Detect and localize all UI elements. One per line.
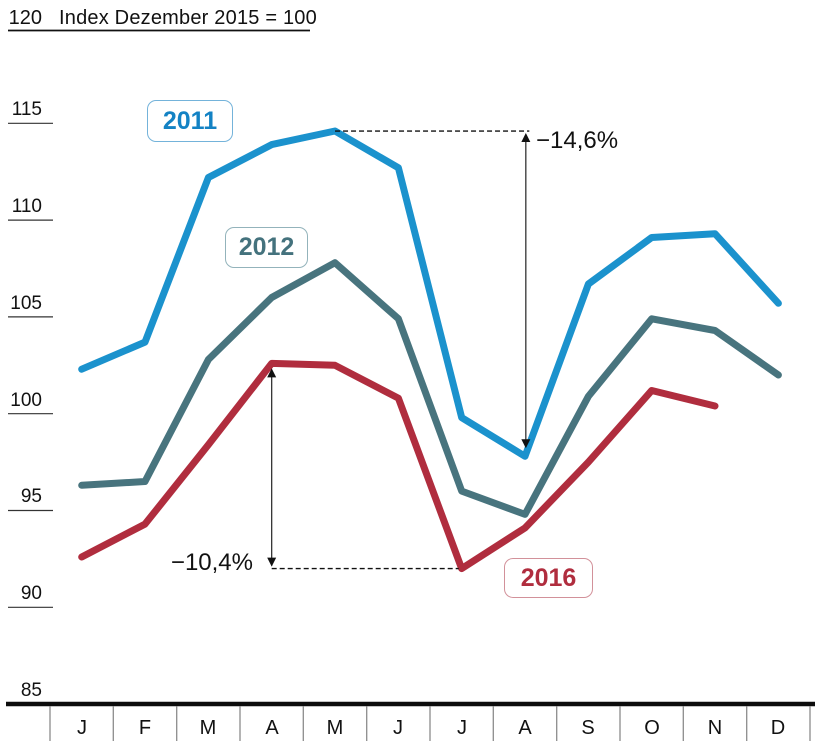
y-axis-label-105: 105 [10, 293, 42, 314]
x-axis-label-mar: M [199, 717, 217, 739]
series-lines [78, 127, 782, 573]
arrowhead-down-2011 [521, 439, 531, 449]
y-axis-label-85: 85 [20, 680, 42, 701]
y-axis-label-115: 115 [11, 99, 42, 120]
series-line-2011 [78, 127, 782, 460]
x-axis-label-apr: A [265, 717, 279, 739]
series-label-2011: 2011 [147, 100, 233, 142]
annotation-lines [267, 130, 531, 570]
series-label-2016: 2016 [504, 558, 593, 598]
x-axis-label-jun: J [393, 717, 403, 739]
series-label-2012: 2012 [225, 227, 308, 268]
y-axis-label-95: 95 [20, 486, 42, 507]
annotation-drop-2016: −10,4% [170, 549, 253, 576]
y-axis-label-120: 120 [8, 7, 42, 29]
y-axis-label-100: 100 [10, 390, 42, 411]
x-axis-label-feb: F [138, 717, 152, 739]
x-axis-label-jan: J [77, 717, 87, 739]
x-axis-label-aug: A [518, 717, 532, 739]
chart-title: Index Dezember 2015 = 100 [59, 7, 317, 29]
y-axis-ticks [8, 29, 310, 608]
series-label-2012-text: 2012 [238, 233, 295, 261]
series-line-2016 [78, 359, 719, 573]
x-axis-label-jul: J [457, 717, 467, 739]
series-line-2012 [78, 259, 782, 518]
series-label-2016-text: 2016 [520, 563, 577, 592]
arrowhead-down-2016 [267, 557, 277, 567]
x-axis [6, 701, 815, 741]
annotation-drop-2011: −14,6% [536, 127, 619, 154]
arrowhead-up-2011 [521, 133, 531, 143]
x-axis-label-dez: D [770, 717, 786, 739]
x-axis-label-mai: M [326, 717, 344, 739]
x-axis-label-sep: S [581, 717, 595, 739]
arrowhead-up-2016 [267, 368, 277, 378]
y-axis-label-90: 90 [20, 583, 42, 604]
x-axis-label-okt: O [644, 717, 660, 739]
x-axis-label-nov: N [707, 717, 723, 739]
y-axis-label-110: 110 [11, 196, 42, 217]
series-label-2011-text: 2011 [162, 106, 218, 135]
